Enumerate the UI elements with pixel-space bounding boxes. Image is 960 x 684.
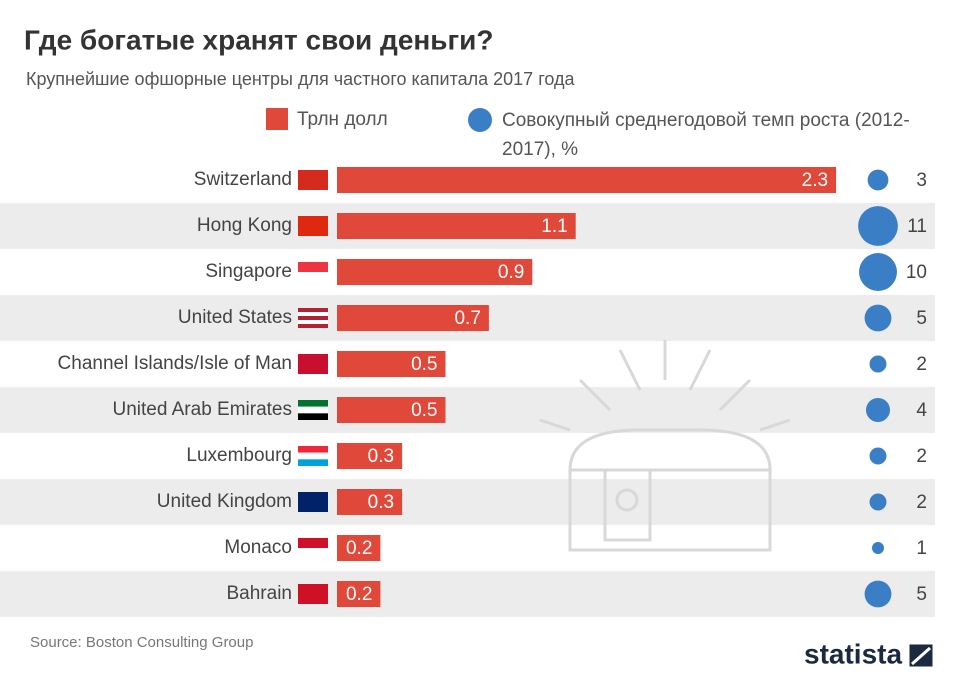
flag	[298, 170, 328, 190]
flag	[298, 354, 328, 374]
bubble	[872, 542, 884, 554]
flag	[298, 316, 328, 320]
value-label: 0.2	[346, 584, 372, 605]
legend-swatch	[468, 108, 492, 132]
value-label: 0.5	[411, 354, 437, 375]
flag	[298, 538, 328, 548]
flag	[298, 413, 328, 420]
bar	[337, 213, 576, 239]
value-label: 0.2	[346, 538, 372, 559]
row-band	[0, 571, 935, 617]
flag	[298, 452, 328, 460]
bubble-label: 2	[916, 354, 927, 375]
legend-label: Трлн долл	[297, 109, 388, 130]
bubble	[858, 206, 898, 246]
chest-decoration	[539, 340, 791, 552]
bubble-label: 4	[916, 400, 927, 421]
bubble-label: 5	[916, 584, 927, 605]
chart-title: Где богатые хранят свои деньги?	[24, 24, 494, 55]
flag	[298, 272, 328, 282]
row-band	[0, 387, 935, 433]
value-label: 2.3	[802, 170, 828, 191]
bubble	[866, 398, 890, 422]
flag	[298, 584, 328, 604]
value-label: 0.9	[498, 262, 524, 283]
flag	[298, 446, 328, 453]
bubble-label: 5	[916, 308, 927, 329]
bar	[337, 443, 403, 469]
bubble-label: 2	[916, 446, 927, 467]
bubble-label: 11	[907, 216, 927, 237]
flag	[298, 459, 328, 466]
category-label: United Kingdom	[157, 491, 292, 512]
category-label: Monaco	[224, 537, 292, 558]
flag	[298, 262, 328, 272]
flag	[298, 324, 328, 328]
flag	[298, 492, 328, 512]
bar	[337, 397, 446, 423]
flag	[298, 308, 328, 312]
category-label: Channel Islands/Isle of Man	[58, 353, 292, 374]
category-label: Singapore	[205, 261, 292, 282]
chart-subtitle: Крупнейшие офшорные центры для частного …	[26, 69, 575, 89]
bar	[337, 259, 533, 285]
flag	[298, 320, 328, 324]
category-label: Luxembourg	[186, 445, 292, 466]
category-label: Bahrain	[227, 583, 293, 604]
flag	[298, 406, 328, 414]
category-label: United Arab Emirates	[112, 399, 292, 420]
flag	[298, 400, 328, 407]
bar	[337, 535, 381, 561]
brand: statista	[804, 638, 902, 669]
bubble-label: 10	[906, 262, 927, 283]
category-label: Hong Kong	[197, 215, 292, 236]
bubble	[867, 169, 889, 191]
bubble	[859, 253, 897, 291]
value-label: 0.3	[368, 492, 394, 513]
legend-swatch	[266, 108, 288, 130]
brand-icon	[906, 641, 936, 670]
bubble	[869, 447, 887, 465]
category-label: Switzerland	[194, 169, 292, 190]
bar	[337, 581, 381, 607]
bubble	[864, 304, 892, 332]
category-label: United States	[178, 307, 292, 328]
flag	[298, 548, 328, 558]
bubble-label: 2	[916, 492, 927, 513]
bar	[337, 305, 489, 331]
flag	[298, 216, 328, 236]
value-label: 0.5	[411, 400, 437, 421]
bar	[337, 167, 837, 193]
row-band	[0, 479, 935, 525]
bubble	[869, 355, 887, 373]
value-label: 0.7	[454, 308, 480, 329]
bar	[337, 351, 446, 377]
value-label: 0.3	[368, 446, 394, 467]
bubble-label: 3	[916, 170, 927, 191]
bubble-label: 1	[916, 538, 927, 559]
bubble	[864, 580, 892, 608]
bubble	[869, 493, 887, 511]
bar	[337, 489, 403, 515]
source: Source: Boston Consulting Group	[30, 634, 253, 651]
value-label: 1.1	[541, 216, 567, 237]
flag	[298, 312, 328, 316]
legend-label: Совокупный среднегодовой темп роста (201…	[502, 110, 910, 160]
